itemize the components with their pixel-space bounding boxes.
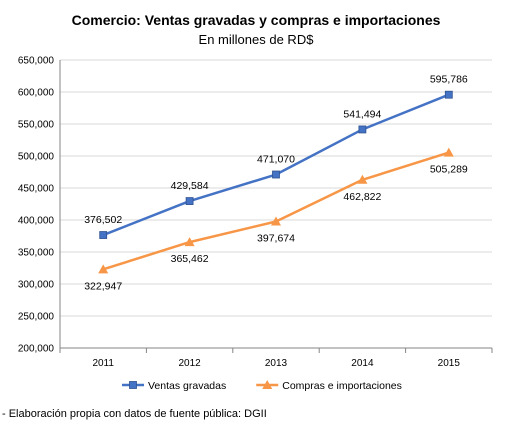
legend-label: Ventas gravadas — [148, 380, 226, 392]
data-point — [184, 237, 195, 247]
data-point — [444, 90, 453, 99]
data-point — [272, 170, 280, 179]
data-label: 376,502 — [84, 214, 122, 226]
data-label: 397,674 — [257, 232, 295, 244]
x-tick-label: 2012 — [178, 358, 201, 369]
y-tick-label: 250,000 — [18, 312, 55, 323]
data-point — [271, 216, 281, 226]
series-group: 376,502 429,584 471,070 541,494 595,786 322,9… — [84, 74, 468, 293]
y-tick-label: 650,000 — [18, 56, 55, 67]
x-tick-label: 2013 — [265, 358, 288, 369]
x-tick-label: 2015 — [438, 358, 461, 369]
chart-title: Comercio: Ventas gravadas y compras e im… — [72, 12, 441, 28]
legend-label: Compras e importaciones — [282, 380, 402, 392]
data-point — [357, 174, 368, 184]
data-point — [98, 264, 109, 274]
x-axis: 2011 2012 2013 2014 2015 — [59, 347, 493, 369]
data-label: 595,786 — [430, 74, 468, 86]
data-point — [358, 125, 367, 134]
data-label: 322,947 — [84, 280, 122, 292]
data-point — [99, 231, 108, 239]
y-tick-label: 550,000 — [18, 120, 55, 131]
data-label: 541,494 — [343, 108, 381, 120]
x-tick-label: 2014 — [351, 358, 374, 369]
data-label: 471,070 — [257, 154, 295, 166]
y-tick-label: 600,000 — [18, 88, 55, 99]
data-point — [185, 197, 194, 205]
data-label: 429,584 — [171, 180, 209, 192]
y-tick-label: 350,000 — [18, 248, 55, 259]
y-tick-label: 400,000 — [18, 216, 55, 227]
x-tick-label: 2011 — [92, 358, 114, 369]
data-label: 365,462 — [171, 253, 209, 265]
line-chart: Comercio: Ventas gravadas y compras e im… — [18, 12, 493, 392]
y-tick-label: 500,000 — [18, 152, 55, 163]
legend-marker — [129, 381, 137, 389]
legend: Ventas gravadas Compras e importaciones — [122, 380, 402, 392]
data-label: 505,289 — [430, 164, 468, 176]
data-label: 462,822 — [343, 191, 381, 203]
legend-marker — [262, 380, 273, 389]
gridlines — [60, 59, 492, 317]
y-axis: 200,000 250,000 300,000 350,000 400,000 450,0… — [18, 56, 61, 355]
data-point — [443, 147, 454, 157]
y-tick-label: 450,000 — [18, 184, 55, 195]
y-tick-label: 300,000 — [18, 280, 55, 291]
y-tick-label: 200,000 — [18, 344, 55, 355]
source-note: - Elaboración propia con datos de fuente… — [2, 408, 267, 420]
chart-subtitle: En millones de RD$ — [199, 32, 315, 47]
